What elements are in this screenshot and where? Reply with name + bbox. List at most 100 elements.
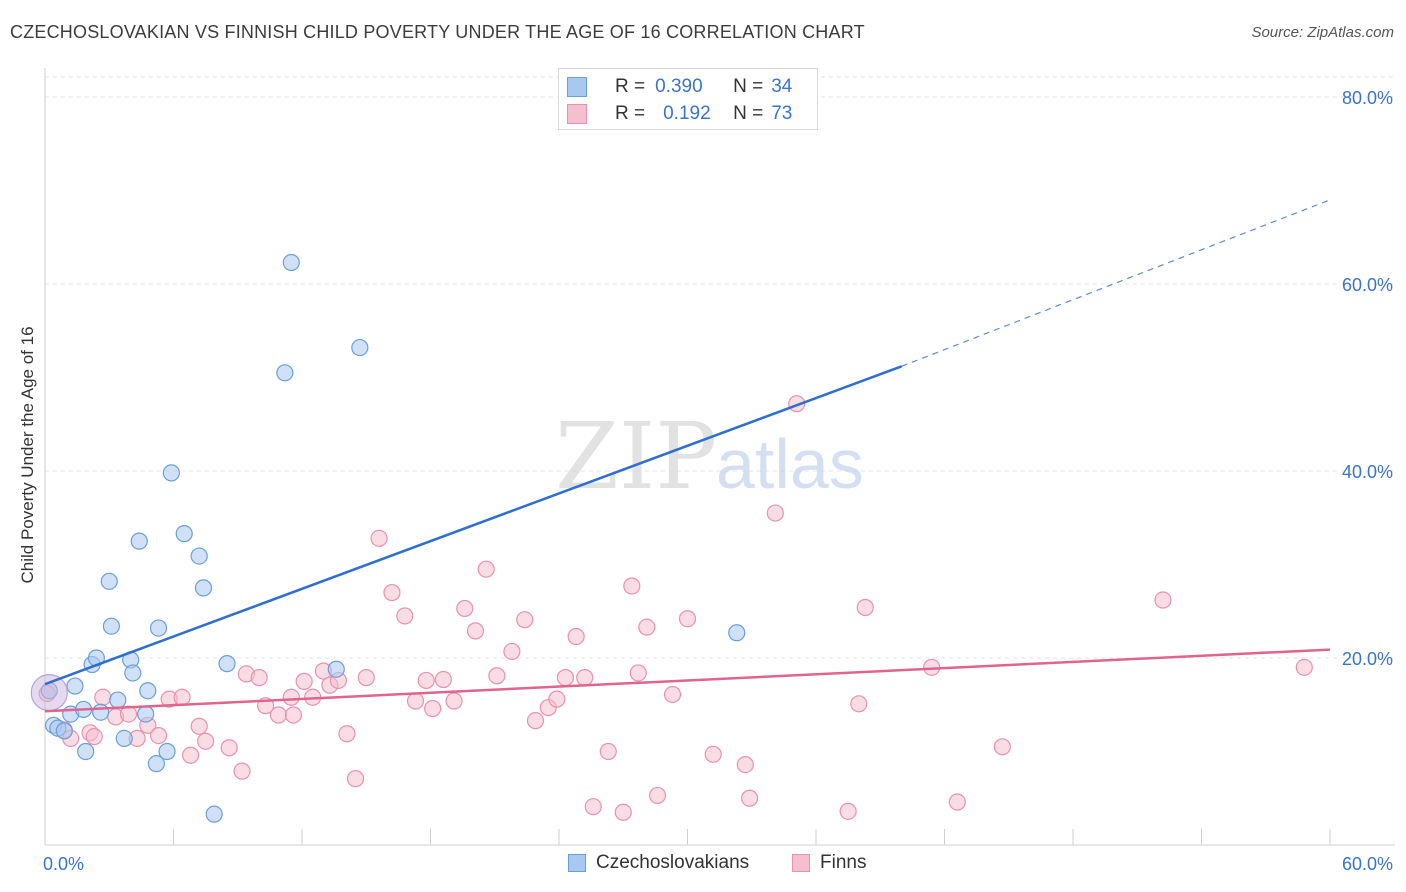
finn-point: [456, 599, 474, 618]
x-tick-label-max: 60.0%: [1342, 854, 1393, 874]
bottom-legend: Czechoslovakians Finns: [0, 850, 1406, 880]
finn-point: [648, 786, 667, 805]
finn-r-label: R =: [615, 103, 646, 124]
cluster-point: [30, 673, 68, 712]
czech-trend-extension: [901, 199, 1331, 367]
finn-point: [948, 793, 966, 811]
finn-point: [466, 622, 485, 640]
finn-point: [856, 598, 874, 617]
watermark: ZIP atlas: [555, 403, 864, 510]
y-axis-label: Child Poverty Under the Age of 16: [18, 326, 37, 583]
czech-point: [282, 253, 300, 272]
finn-point: [338, 725, 356, 743]
finn-point: [417, 671, 435, 690]
stats-legend: R = 0.390 N = 34 R = 0.192 N = 73: [558, 68, 818, 130]
finn-point: [576, 669, 594, 687]
czech-point: [276, 364, 294, 382]
finn-point: [94, 688, 112, 706]
y-tick-label: 40.0%: [1342, 462, 1393, 482]
finn-point: [284, 706, 303, 724]
finn-r-value: 0.192: [663, 103, 711, 124]
finn-point: [85, 727, 103, 746]
finn-point: [445, 692, 463, 710]
chart-title: CZECHOSLOVAKIAN VS FINNISH CHILD POVERTY…: [10, 22, 865, 42]
finn-point: [663, 685, 682, 704]
czech-point: [175, 525, 193, 543]
czech-point: [205, 805, 223, 823]
czech-point: [147, 755, 165, 773]
stats-row-finn: R = 0.192 N = 73: [567, 101, 793, 127]
czech-point: [124, 664, 142, 682]
czech-r-value: 0.390: [655, 76, 703, 97]
x-tick-label-min: 0.0%: [43, 854, 84, 874]
finn-point: [599, 742, 617, 761]
czech-point: [100, 572, 118, 590]
finn-point: [197, 732, 215, 750]
finn-point: [383, 583, 401, 602]
finn-point: [190, 717, 208, 735]
finn-point: [516, 611, 534, 629]
finn-point: [477, 560, 495, 578]
czech-point: [130, 532, 148, 550]
finn-point: [357, 669, 375, 687]
finn-point: [269, 706, 288, 724]
finn-point: [584, 798, 602, 816]
y-tick-label: 60.0%: [1342, 275, 1393, 295]
finn-point: [704, 745, 722, 763]
finn-point: [548, 690, 566, 708]
finn-point: [1295, 658, 1313, 676]
czech-trend-line: [44, 365, 903, 686]
finn-point: [282, 688, 300, 706]
czech-point: [66, 677, 84, 695]
czech-point: [77, 742, 95, 761]
czech-n-label: N =: [733, 76, 764, 97]
czech-point: [115, 729, 133, 748]
czech-point: [190, 547, 208, 565]
czech-point: [351, 338, 369, 357]
watermark-atlas: atlas: [716, 425, 864, 503]
finn-point: [295, 672, 313, 690]
legend-swatch-finn: [792, 854, 810, 872]
finn-point: [993, 738, 1011, 756]
finn-point: [623, 577, 641, 595]
finn-point: [839, 802, 857, 820]
legend-label-finn: Finns: [820, 852, 867, 873]
source-label: Source: ZipAtlas.com: [1251, 24, 1394, 41]
finn-point: [850, 695, 868, 713]
czech-point: [728, 624, 746, 642]
finn-point: [250, 669, 268, 687]
y-tick-label: 80.0%: [1342, 88, 1393, 108]
finn-point: [629, 664, 647, 682]
finn-point: [173, 688, 191, 706]
stats-row-czech: R = 0.390 N = 34: [567, 74, 793, 100]
finn-n-value: 73: [771, 103, 793, 124]
czech-point: [55, 722, 73, 740]
finn-point: [424, 699, 442, 718]
czech-point: [327, 660, 345, 678]
finn-point: [233, 762, 251, 780]
finn-point: [556, 669, 575, 687]
czech-point: [218, 655, 236, 673]
finn-swatch: [567, 104, 587, 124]
finn-point: [488, 667, 506, 685]
czech-point: [194, 579, 213, 597]
finn-point: [567, 627, 585, 646]
y-tick-label: 20.0%: [1342, 649, 1393, 669]
finn-point: [149, 727, 168, 745]
legend-item-czech: Czechoslovakians: [568, 852, 749, 874]
finn-trend-line: [44, 648, 1331, 713]
finn-point: [766, 504, 784, 522]
legend-label-czech: Czechoslovakians: [596, 852, 750, 873]
legend-item-finn: Finns: [792, 852, 866, 874]
finn-point: [406, 692, 425, 710]
finn-point: [346, 770, 365, 788]
czech-point: [109, 691, 127, 709]
czech-n-value: 34: [771, 76, 793, 97]
watermark-zip: ZIP: [555, 403, 717, 510]
czech-point: [149, 619, 168, 637]
czech-point: [92, 703, 110, 721]
finn-point: [638, 618, 656, 636]
czech-r-label: R =: [615, 76, 646, 97]
czech-point: [139, 682, 157, 700]
